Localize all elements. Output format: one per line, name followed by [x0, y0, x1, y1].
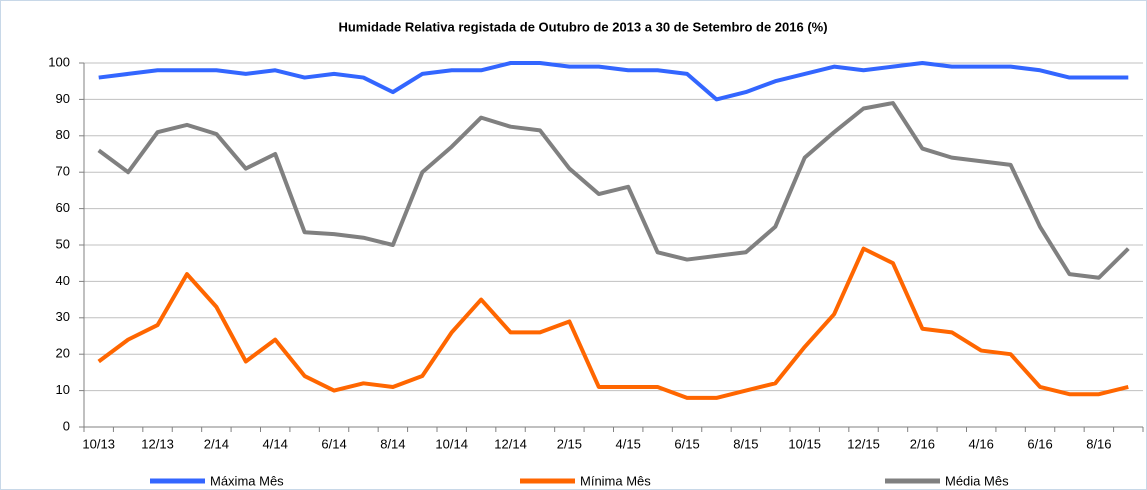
x-tick-label: 6/14: [321, 436, 346, 451]
y-tick-label: 30: [56, 309, 70, 324]
x-tick-label: 6/16: [1027, 436, 1052, 451]
x-tick-label: 8/16: [1086, 436, 1111, 451]
y-tick-label: 60: [56, 200, 70, 215]
y-tick-label: 20: [56, 346, 70, 361]
x-tick-label: 8/15: [733, 436, 758, 451]
series-line: [97, 246, 1129, 400]
y-tick-label: 80: [56, 127, 70, 142]
chart-title: Humidade Relativa registada de Outubro d…: [338, 19, 827, 34]
x-tick-label: 8/14: [380, 436, 405, 451]
y-tick-label: 70: [56, 164, 70, 179]
x-tick-label: 2/15: [557, 436, 582, 451]
x-tick-label: 10/15: [788, 436, 821, 451]
series-line: [98, 61, 1129, 102]
x-tick-label: 2/14: [204, 436, 229, 451]
y-tick-label: 10: [56, 382, 70, 397]
x-tick-label: 4/15: [616, 436, 641, 451]
y-tick-label: 0: [63, 418, 70, 433]
legend-label: Máxima Mês: [210, 473, 284, 488]
x-tick-label: 4/14: [263, 436, 288, 451]
x-tick-label: 12/13: [141, 436, 174, 451]
x-tick-label: 12/15: [847, 436, 880, 451]
y-tick-label: 90: [56, 91, 70, 106]
x-tick-label: 12/14: [494, 436, 527, 451]
x-tick-label: 6/15: [674, 436, 699, 451]
y-tick-label: 40: [56, 273, 70, 288]
x-tick-label: 10/14: [435, 436, 468, 451]
legend-label: Média Mês: [945, 473, 1009, 488]
y-tick-label: 100: [48, 54, 70, 69]
x-tick-label: 4/16: [969, 436, 994, 451]
x-tick-label: 2/16: [910, 436, 935, 451]
x-tick-label: 10/13: [82, 436, 115, 451]
legend-label: Mínima Mês: [580, 473, 651, 488]
series-line: [97, 101, 1130, 280]
y-tick-label: 50: [56, 236, 70, 251]
